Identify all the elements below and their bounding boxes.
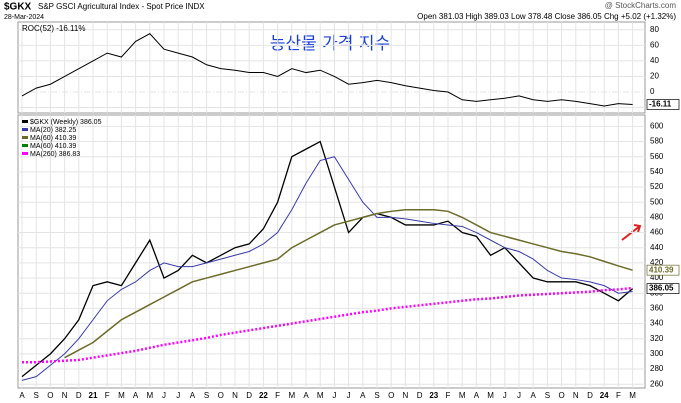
end-label-box [646,283,680,294]
x-tick-label: J [332,391,336,400]
date: 28-Mar-2024 [4,14,44,21]
series-line [21,33,633,107]
x-tick-label: A [360,391,366,400]
x-tick-label: O [558,391,564,400]
x-tick-label: F [446,391,451,400]
y-tick-label: 20 [650,72,659,81]
y-tick-label: 520 [650,182,664,191]
legend-swatch [22,136,28,139]
end-label: -16.11 [649,100,672,109]
y-tick-label: 40 [650,56,659,65]
y-tick-label: 260 [650,379,664,388]
x-tick-label: S [34,391,39,400]
y-tick-label: 560 [650,152,664,161]
y-tick-label: 440 [650,243,664,252]
end-label: 386.05 [649,284,674,293]
x-tick-label: F [616,391,621,400]
y-tick-label: 400 [650,273,664,282]
y-tick-label: 480 [650,212,664,221]
end-label-box [646,264,680,276]
x-tick-label: 21 [89,391,98,400]
legend-swatch [22,152,28,155]
x-tick-label: O [218,391,224,400]
x-tick-label: A [531,391,537,400]
x-tick-label: M [487,391,494,400]
series-line [21,140,634,378]
x-tick-label: M [146,391,153,400]
annotation: 농산물 가격 지수 [270,34,390,54]
x-tick-label: A [474,391,480,400]
legend-label: MA(20) 382.25 [30,127,76,134]
legend-swatch [22,144,28,147]
y-tick-label: 500 [650,197,664,206]
x-tick-label: M [288,391,295,400]
y-tick-label: 0 [650,87,655,96]
y-tick-label: 300 [650,349,664,358]
legend-swatch [22,120,28,123]
symbol: $GKX [4,2,32,13]
x-tick-label: A [303,391,309,400]
x-tick-label: N [62,391,68,400]
end-label: 410.39 [649,265,674,274]
series-line [64,209,633,359]
x-tick-label: D [587,391,593,400]
roc-panel [17,21,646,114]
legend-label: MA(260) 386.83 [30,151,80,158]
x-tick-label: S [374,391,379,400]
legend-label: MA(60) 410.39 [30,143,76,150]
index-name: S&P GSCI Agricultural Index - Spot Price… [38,2,205,11]
watermark: @ StockCharts.com [605,1,677,10]
x-tick-label: F [105,391,110,400]
x-tick-label: O [388,391,394,400]
x-tick-label: S [545,391,550,400]
x-tick-label: 23 [429,391,438,400]
legend-swatch [22,128,28,131]
y-tick-label: 580 [650,137,664,146]
y-tick-label: 600 [650,121,664,130]
x-tick-label: A [190,391,196,400]
quote: Open 381.03 High 389.03 Low 378.48 Close… [417,12,676,21]
x-tick-label: J [347,391,351,400]
x-tick-label: 22 [259,391,268,400]
x-tick-label: M [317,391,324,400]
x-tick-label: J [517,391,521,400]
x-tick-label: D [76,391,82,400]
y-tick-label: 60 [650,40,659,49]
x-tick-label: D [417,391,423,400]
x-tick-label: J [503,391,507,400]
panel-label: ROC(52) -16.11% [22,24,85,33]
series-line [21,156,633,381]
x-tick-label: F [275,391,280,400]
x-tick-label: O [47,391,53,400]
y-tick-label: 420 [650,258,664,267]
price-panel [17,114,646,389]
x-tick-label: N [232,391,238,400]
y-tick-label: 360 [650,303,664,312]
x-tick-label: M [629,391,636,400]
series-line [22,286,633,364]
legend-label: $GKX (Weekly) 386.05 [30,119,102,126]
x-tick-label: M [459,391,466,400]
y-tick-label: 340 [650,319,664,328]
x-tick-label: 24 [600,391,609,400]
x-tick-label: M [118,391,125,400]
x-tick-label: J [176,391,180,400]
x-tick-label: D [246,391,252,400]
y-tick-label: 540 [650,167,664,176]
x-tick-label: A [19,391,25,400]
x-tick-label: S [204,391,209,400]
legend-label: MA(60) 410.39 [30,135,76,142]
y-tick-label: 460 [650,228,664,237]
x-tick-label: A [133,391,139,400]
x-tick-label: J [162,391,166,400]
y-tick-label: 80 [650,25,659,34]
end-label-box [646,99,680,110]
x-tick-label: N [573,391,579,400]
x-tick-label: N [403,391,409,400]
y-tick-label: 320 [650,334,664,343]
y-tick-label: 280 [650,364,664,373]
